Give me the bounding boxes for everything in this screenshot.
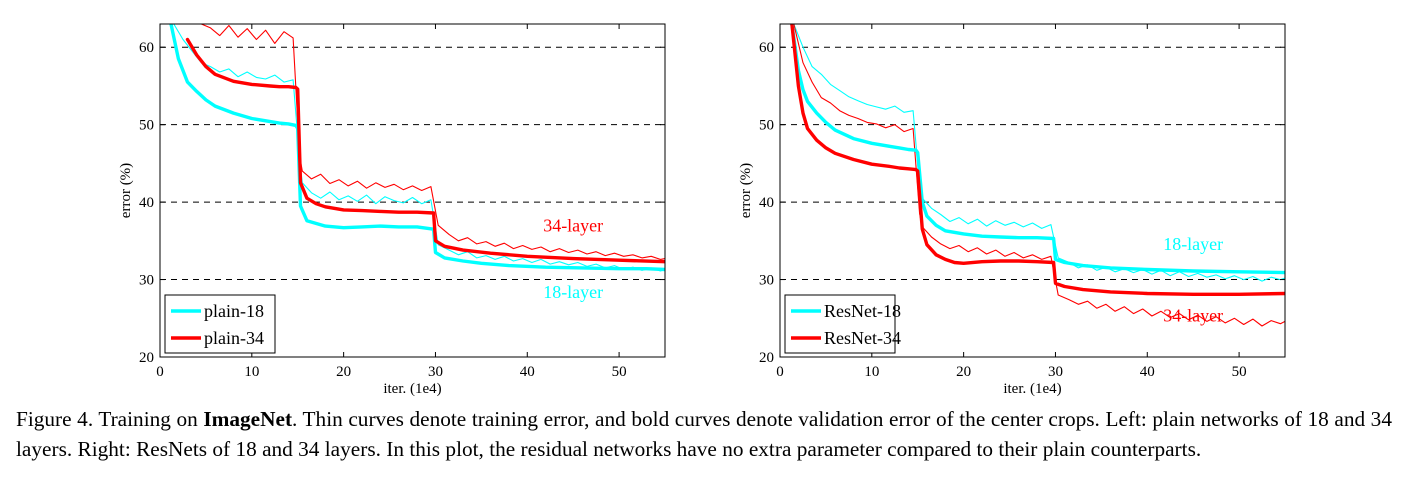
legend-label-resnet-18: ResNet-18 [824, 301, 901, 321]
y-tick-label-20: 20 [759, 350, 774, 366]
legend: plain-18 plain-34 [164, 294, 276, 354]
y-tick-label-60: 60 [139, 40, 154, 56]
y-axis-label: error (%) [738, 163, 754, 218]
x-tick-label-50: 50 [1232, 364, 1247, 380]
y-tick-label-50: 50 [759, 118, 774, 134]
y-tick-label-40: 40 [759, 195, 774, 211]
x-tick-label-20: 20 [336, 364, 351, 380]
axes-box [159, 23, 666, 358]
x-tick-label-50: 50 [612, 364, 627, 380]
validation-curve-resnet-18 [790, 24, 1285, 275]
x-tick-label-10: 10 [244, 364, 259, 380]
legend-label-plain-18: plain-18 [204, 301, 264, 321]
y-tick-label-40: 40 [139, 195, 154, 211]
caption-bold-term: ImageNet [203, 407, 293, 431]
y-tick-label-60: 60 [759, 40, 774, 56]
y-axis-label: error (%) [118, 163, 134, 218]
training-curve-34 [793, 24, 1285, 327]
x-tick-label-30: 30 [1048, 364, 1063, 380]
axes-box [779, 23, 1286, 358]
chart-panel-right: 0 10 20 30 40 50 20 30 40 50 60 iter. (1e4) error (%… [738, 23, 1286, 397]
legend: ResNet-18 ResNet-34 [784, 294, 901, 354]
training-curve-34 [200, 24, 665, 260]
figure-caption: Figure 4. Training on ImageNet. Thin cur… [16, 404, 1392, 464]
x-axis-label: iter. (1e4) [1003, 381, 1061, 397]
figure-charts: 0 10 20 30 40 50 20 30 40 50 60 iter. (1e4) error (%… [118, 23, 1286, 397]
validation-curve-resnet-34 [790, 24, 1285, 296]
caption-prefix: Figure 4. Training on [16, 407, 204, 431]
y-tick-label-50: 50 [139, 118, 154, 134]
annotation-18-layer: 18-layer [543, 282, 603, 302]
annotation-34-layer: 34-layer [543, 216, 603, 236]
legend-label-resnet-34: ResNet-34 [824, 328, 901, 348]
y-tick-label-20: 20 [139, 350, 154, 366]
chart-panel-left: 0 10 20 30 40 50 20 30 40 50 60 iter. (1e4) error (%… [118, 23, 666, 397]
x-tick-label-0: 0 [776, 364, 784, 380]
validation-curve-plain-18 [169, 24, 665, 272]
x-tick-label-30: 30 [428, 364, 443, 380]
y-tick-label-30: 30 [139, 273, 154, 289]
caption-body: . Thin curves denote training error, and… [16, 407, 1392, 461]
x-tick-label-10: 10 [864, 364, 879, 380]
legend-box [164, 294, 276, 354]
x-tick-label-0: 0 [156, 364, 164, 380]
legend-label-plain-34: plain-34 [204, 328, 264, 348]
annotation-34-layer: 34-layer [1163, 305, 1223, 325]
training-curve-18 [793, 24, 1285, 282]
annotation-18-layer: 18-layer [1163, 234, 1223, 254]
legend-box [784, 294, 896, 354]
x-axis-label: iter. (1e4) [383, 381, 441, 397]
validation-curve-plain-34 [185, 37, 665, 264]
x-tick-label-40: 40 [1140, 364, 1155, 380]
x-tick-label-20: 20 [956, 364, 971, 380]
training-curve-18 [173, 24, 665, 272]
x-tick-label-40: 40 [520, 364, 535, 380]
y-tick-label-30: 30 [759, 273, 774, 289]
